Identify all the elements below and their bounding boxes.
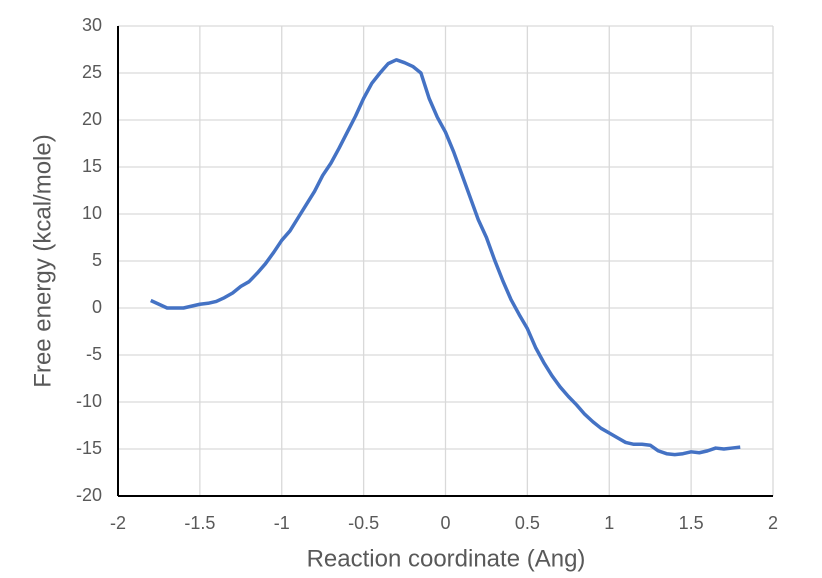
y-tick-label: -5 [86, 344, 102, 364]
y-tick-label: 0 [92, 297, 102, 317]
x-tick-label: 2 [768, 513, 778, 533]
y-axis-title: Free energy (kcal/mole) [29, 134, 56, 387]
x-tick-label: -1.5 [184, 513, 215, 533]
y-tick-label: 30 [82, 15, 102, 35]
y-tick-label: -20 [76, 485, 102, 505]
x-tick-label: 1.5 [679, 513, 704, 533]
x-axis-title: Reaction coordinate (Ang) [307, 545, 586, 572]
y-tick-label: 15 [82, 156, 102, 176]
y-tick-label: -10 [76, 391, 102, 411]
x-tick-label: -1 [274, 513, 290, 533]
y-tick-label: 5 [92, 250, 102, 270]
x-tick-label: -2 [110, 513, 126, 533]
line-series [150, 58, 741, 457]
y-tick-label: 20 [82, 109, 102, 129]
x-tick-label: 0 [440, 513, 450, 533]
y-tick-label: 25 [82, 62, 102, 82]
y-tick-label: -15 [76, 438, 102, 458]
x-tick-label: -0.5 [348, 513, 379, 533]
x-tick-label: 1 [604, 513, 614, 533]
y-tick-label: 10 [82, 203, 102, 223]
x-tick-label: 0.5 [515, 513, 540, 533]
